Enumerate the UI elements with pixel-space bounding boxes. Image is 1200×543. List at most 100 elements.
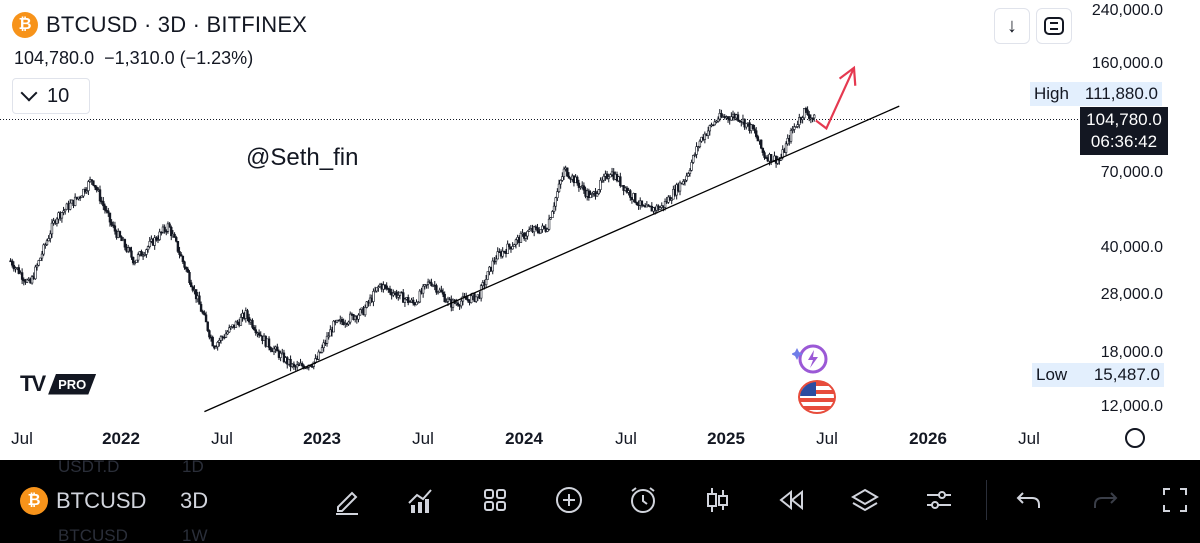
candle-body <box>357 314 360 320</box>
price-chart[interactable] <box>0 0 1200 460</box>
grid-icon[interactable] <box>478 483 512 517</box>
candle-body <box>30 276 34 284</box>
candle-body <box>715 120 718 123</box>
candle-body <box>60 212 64 219</box>
candle-body <box>443 293 446 303</box>
candle-body <box>513 244 516 247</box>
candle-body <box>199 304 203 312</box>
redo-icon[interactable] <box>1088 483 1122 517</box>
candle-body <box>186 268 190 273</box>
candle-body <box>327 335 330 338</box>
candle-body <box>536 227 539 232</box>
candle-body <box>204 314 208 323</box>
candle-body <box>358 309 362 316</box>
candle-body <box>567 175 571 179</box>
candle-body <box>759 139 763 149</box>
chart-area[interactable]: ₿ BTCUSD · 3D · BITFINEX 104,780.0 −1,31… <box>0 0 1200 460</box>
symbol-title[interactable]: BTCUSD · 3D · BITFINEX <box>46 12 308 37</box>
candle-body <box>526 231 529 237</box>
candle-body <box>257 332 261 336</box>
time-tick: 2024 <box>505 429 543 448</box>
candle-body <box>22 279 25 282</box>
candle-body <box>403 298 407 303</box>
tv-mark: TV <box>20 371 46 396</box>
candle-body <box>214 346 218 349</box>
candle-body <box>25 279 29 283</box>
candle-body <box>42 244 45 255</box>
alarm-icon[interactable] <box>626 483 660 517</box>
candle-body <box>552 205 556 212</box>
candle-body <box>493 260 496 263</box>
fullscreen-icon[interactable] <box>1158 483 1192 517</box>
price-tick: 28,000.0 <box>1100 286 1163 303</box>
candle-body <box>753 128 756 131</box>
ghost-symbol-top: USDT.D <box>58 457 120 476</box>
candle-body <box>68 202 72 210</box>
fullscreen-button[interactable] <box>1036 8 1072 44</box>
candle-body <box>576 176 579 184</box>
high-value: 111,880.0 <box>1084 84 1158 103</box>
candle-body <box>251 320 254 328</box>
bitcoin-icon: ₿ <box>12 12 38 38</box>
plus-icon[interactable] <box>552 483 586 517</box>
replay-icon[interactable] <box>774 483 808 517</box>
candle-body <box>239 317 243 326</box>
candle-body <box>597 189 600 194</box>
chart-type-icon[interactable] <box>403 483 437 517</box>
candle-body <box>796 124 799 127</box>
low-value: 15,487.0 <box>1093 365 1160 384</box>
candle-body <box>484 279 488 286</box>
candle-body <box>491 260 494 272</box>
symbol-header[interactable]: ₿ BTCUSD · 3D · BITFINEX <box>12 12 307 38</box>
candle-body <box>45 240 49 245</box>
candle-body <box>107 210 110 214</box>
download-button[interactable]: ↓ <box>994 8 1030 44</box>
candle-body <box>589 194 592 199</box>
candle-body <box>246 310 249 318</box>
candle-body <box>730 116 733 121</box>
candle-body <box>451 299 455 308</box>
candle-body <box>756 136 760 142</box>
candle-body <box>663 201 667 208</box>
candle-body <box>745 122 748 128</box>
candle-body <box>640 200 644 206</box>
candle-body <box>39 257 42 261</box>
candle-body <box>10 260 14 266</box>
settings-icon[interactable] <box>1125 428 1145 448</box>
candle-body <box>252 327 256 330</box>
low-price-tag: Low 15,487.0 <box>1032 363 1164 387</box>
undo-icon[interactable] <box>1012 483 1046 517</box>
candle-body <box>695 146 698 155</box>
settings-sliders-icon[interactable] <box>922 483 956 517</box>
toolbar-symbol-button[interactable]: ₿ BTCUSD <box>20 487 146 515</box>
candle-body <box>211 336 214 347</box>
pencil-icon[interactable] <box>330 483 364 517</box>
candle-body <box>373 290 377 293</box>
time-tick: Jul <box>211 429 233 448</box>
candle-body <box>806 109 809 115</box>
candle-body <box>418 290 422 303</box>
author-watermark: @Seth_fin <box>246 144 359 171</box>
toolbar-interval-button[interactable]: 3D <box>180 488 209 513</box>
candle-body <box>314 358 317 363</box>
layers-icon[interactable] <box>848 483 882 517</box>
candle-body <box>131 256 135 264</box>
candle-body <box>713 121 716 126</box>
candle-body <box>554 197 557 207</box>
candle-body <box>692 155 695 163</box>
us-economic-event-icon[interactable] <box>798 380 836 414</box>
candle-body <box>486 271 489 280</box>
candle-body <box>634 193 637 203</box>
price-tick: 18,000.0 <box>1100 344 1163 361</box>
chevron-down-icon <box>20 84 38 102</box>
candle-body <box>566 167 569 177</box>
indicator-collapse-button[interactable]: 10 <box>12 78 90 114</box>
ghost-symbol-bottom: BTCUSD <box>58 526 128 543</box>
candle-body <box>658 207 662 210</box>
candle-body <box>102 201 105 207</box>
flash-event-icon[interactable] <box>792 342 830 376</box>
candle-body <box>156 239 160 241</box>
candle-body <box>113 225 117 232</box>
candle-body <box>73 196 77 206</box>
candles-icon[interactable] <box>700 483 734 517</box>
